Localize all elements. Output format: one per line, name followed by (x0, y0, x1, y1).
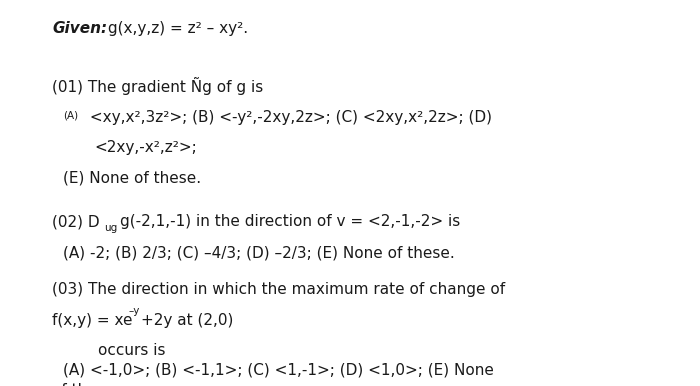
Text: occurs is: occurs is (98, 343, 165, 358)
Text: (E) None of these.: (E) None of these. (63, 171, 201, 186)
Text: (A) -2; (B) 2/3; (C) –4/3; (D) –2/3; (E) None of these.: (A) -2; (B) 2/3; (C) –4/3; (D) –2/3; (E)… (63, 245, 455, 260)
Text: –y: –y (128, 306, 139, 316)
Text: (03) The direction in which the maximum rate of change of: (03) The direction in which the maximum … (52, 282, 505, 297)
Text: <2xy,-x²,z²>;: <2xy,-x²,z²>; (94, 140, 197, 155)
Text: g(x,y,z) = z² – xy².: g(x,y,z) = z² – xy². (103, 21, 248, 36)
Text: (01) The gradient Ñg of g is: (01) The gradient Ñg of g is (52, 77, 264, 95)
Text: <xy,x²,3z²>; (B) <-y²,-2xy,2z>; (C) <2xy,x²,2z>; (D): <xy,x²,3z²>; (B) <-y²,-2xy,2z>; (C) <2xy… (85, 110, 492, 125)
Text: ug: ug (104, 223, 118, 233)
Text: +2y at (2,0): +2y at (2,0) (141, 313, 234, 328)
Text: Given:: Given: (52, 21, 108, 36)
Text: (A) <-1,0>; (B) <-1,1>; (C) <1,-1>; (D) <1,0>; (E) None: (A) <-1,0>; (B) <-1,1>; (C) <1,-1>; (D) … (63, 363, 494, 378)
Text: f(x,y) = xe: f(x,y) = xe (52, 313, 133, 328)
Text: (02) D: (02) D (52, 214, 100, 229)
Text: g(-2,1,-1) in the direction of v = <2,-1,-2> is: g(-2,1,-1) in the direction of v = <2,-1… (120, 214, 460, 229)
Text: of these.: of these. (52, 383, 120, 386)
Text: (A): (A) (63, 110, 78, 120)
